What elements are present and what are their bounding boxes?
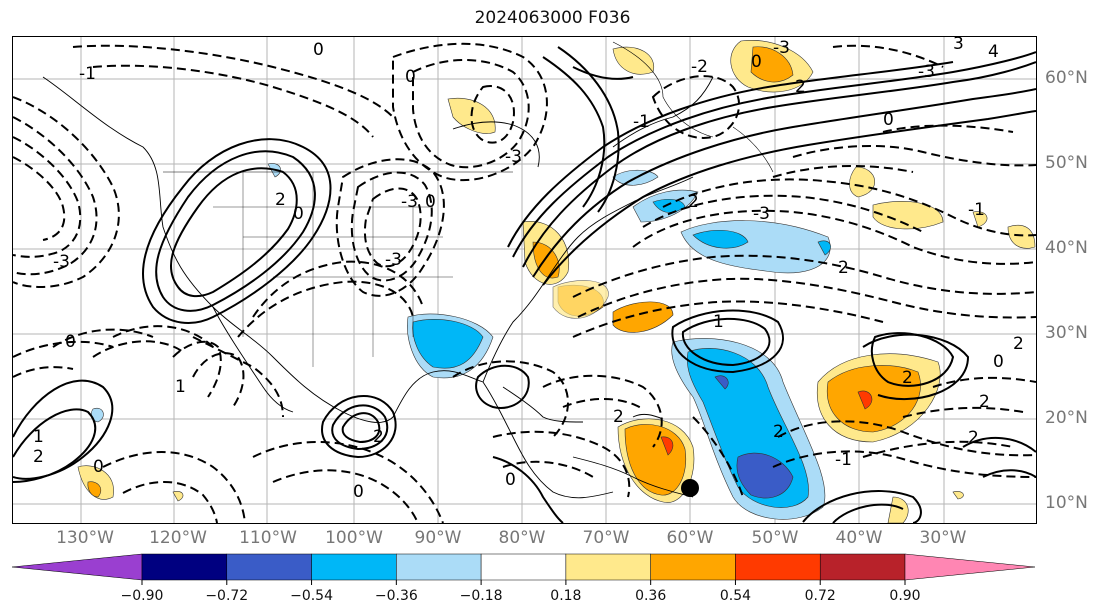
contour-label: 2 — [688, 192, 699, 212]
colorbar-tick-label: 0.54 — [719, 588, 752, 604]
lon-label: 30°W — [919, 528, 967, 548]
contour-label: 2 — [902, 368, 913, 388]
contour-label: -3 — [53, 252, 70, 272]
contour-labels: -1 0 0 2 0 -3 0 1 1 2 0 0 2 -3 -3 -3 -1 … — [33, 37, 1024, 502]
map-canvas: -1 0 0 2 0 -3 0 1 1 2 0 0 2 -3 -3 -3 -1 … — [13, 37, 1036, 523]
contour-label: 2 — [1013, 334, 1024, 354]
lon-label: 40°W — [835, 528, 883, 548]
contour-label: 4 — [988, 42, 999, 62]
contour-label: 2 — [275, 190, 286, 210]
contour-label: 2 — [373, 427, 384, 447]
contour-label: -3 — [918, 62, 935, 82]
colorbar-segment — [11, 553, 143, 581]
colorbar-segment — [904, 553, 1036, 581]
colorbar-tick-label: 0.72 — [804, 588, 836, 604]
colorbar-segment — [735, 553, 821, 581]
contour-label: 3 — [953, 37, 964, 54]
colorbar-tick-label: −0.72 — [205, 588, 249, 604]
location-marker — [681, 479, 699, 497]
contour-label: -1 — [633, 112, 650, 132]
lat-label: 20°N — [1045, 408, 1088, 428]
lon-label: 60°W — [666, 528, 714, 548]
colorbar-tick-label: −0.54 — [290, 588, 333, 604]
colorbar-segment — [311, 553, 397, 581]
contour-label: 1 — [713, 312, 724, 332]
contour-label: 2 — [979, 392, 990, 412]
contour-label: -3 — [401, 192, 418, 212]
colorbar-segment — [396, 553, 482, 581]
colorbar-segment — [650, 553, 736, 581]
colorbar-tick-label: −0.90 — [120, 588, 164, 604]
contour-label: -1 — [968, 200, 985, 220]
lon-label: 120°W — [149, 528, 207, 548]
colorbar-tick-label: 0.18 — [550, 588, 582, 604]
lon-label: 130°W — [56, 528, 114, 548]
lon-label: 80°W — [498, 528, 546, 548]
lon-label: 50°W — [751, 528, 799, 548]
negative-anomaly-shading — [91, 163, 831, 520]
contour-label: 0 — [883, 110, 894, 130]
contour-label: 2 — [33, 447, 44, 467]
contour-label: 2 — [795, 77, 806, 97]
map-title: 2024063000 F036 — [474, 8, 631, 28]
colorbar-segment — [480, 553, 567, 581]
contour-label: 0 — [993, 352, 1004, 372]
lon-label: 100°W — [325, 528, 383, 548]
contour-label: -2 — [691, 57, 708, 77]
lon-label: 90°W — [414, 528, 462, 548]
contour-label: -3 — [385, 250, 402, 270]
contour-label: 0 — [293, 204, 304, 224]
colorbar — [11, 553, 1036, 585]
solid-contours — [13, 46, 1036, 523]
contour-label: -1 — [79, 64, 96, 84]
contour-label: 1 — [33, 427, 44, 447]
colorbar-tick-label: 0.90 — [889, 588, 921, 604]
colorbar-tick-label: −0.36 — [374, 588, 418, 604]
contour-label: -1 — [835, 450, 852, 470]
contour-label: 0 — [313, 40, 324, 60]
colorbar-tick-label: 0.36 — [635, 588, 667, 604]
contour-label: 2 — [968, 428, 979, 448]
lat-label: 10°N — [1045, 493, 1088, 513]
dashed-contours — [13, 42, 1036, 523]
colorbar-segment — [565, 553, 651, 581]
lon-label: 70°W — [582, 528, 630, 548]
colorbar-segment — [141, 553, 228, 581]
contour-label: 0 — [751, 52, 762, 72]
contour-label: 0 — [505, 470, 516, 490]
contour-label: 2 — [613, 407, 624, 427]
map-plot-area[interactable]: -1 0 0 2 0 -3 0 1 1 2 0 0 2 -3 -3 -3 -1 … — [12, 36, 1037, 524]
lat-label: 50°N — [1045, 153, 1088, 173]
contour-label: -3 — [505, 147, 522, 167]
contour-label: -3 — [773, 38, 790, 58]
lat-label: 30°N — [1045, 323, 1088, 343]
contour-label: 1 — [175, 377, 186, 397]
contour-label: 0 — [405, 67, 416, 87]
contour-label: -3 — [753, 204, 770, 224]
contour-label: 0 — [65, 332, 76, 352]
contour-label: 0 — [93, 457, 104, 477]
lat-label: 60°N — [1045, 68, 1088, 88]
colorbar-segment — [226, 553, 312, 581]
colorbar-segment — [819, 553, 906, 581]
lat-label: 40°N — [1045, 238, 1088, 258]
contour-label: 2 — [773, 422, 784, 442]
contour-label: 0 — [425, 192, 436, 212]
colorbar-tick-label: −0.18 — [459, 588, 503, 604]
lon-label: 110°W — [239, 528, 297, 548]
contour-label: 2 — [838, 258, 849, 278]
contour-label: 0 — [353, 482, 364, 502]
